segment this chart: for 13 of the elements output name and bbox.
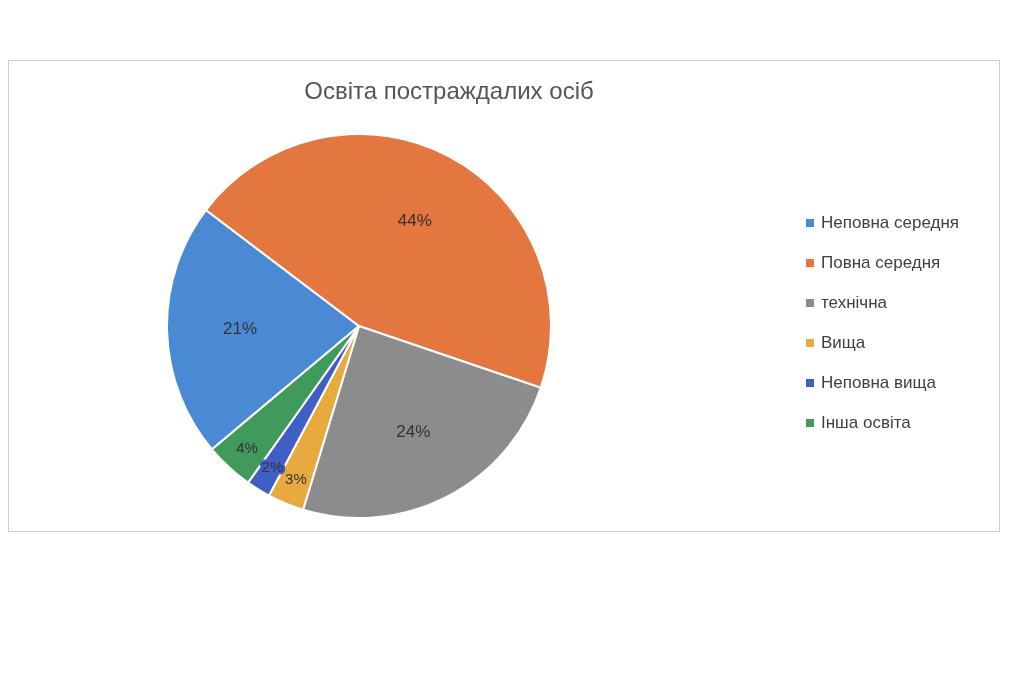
legend-label: технічна xyxy=(821,293,888,313)
legend-label: Неповна середня xyxy=(821,213,959,233)
data-label: 3% xyxy=(285,470,307,488)
legend-label: Інша освіта xyxy=(821,413,911,433)
data-label: 2% xyxy=(261,458,284,476)
data-label: 21% xyxy=(222,319,258,339)
data-label: 24% xyxy=(396,422,431,442)
data-label: 44% xyxy=(397,211,432,231)
legend-label: Вища xyxy=(821,333,866,353)
legend-label: Неповна вища xyxy=(821,373,936,393)
data-label: 4% xyxy=(236,438,258,456)
chart-title: Освіта постраждалих осіб xyxy=(303,77,595,105)
legend-label: Повна середня xyxy=(821,253,941,273)
